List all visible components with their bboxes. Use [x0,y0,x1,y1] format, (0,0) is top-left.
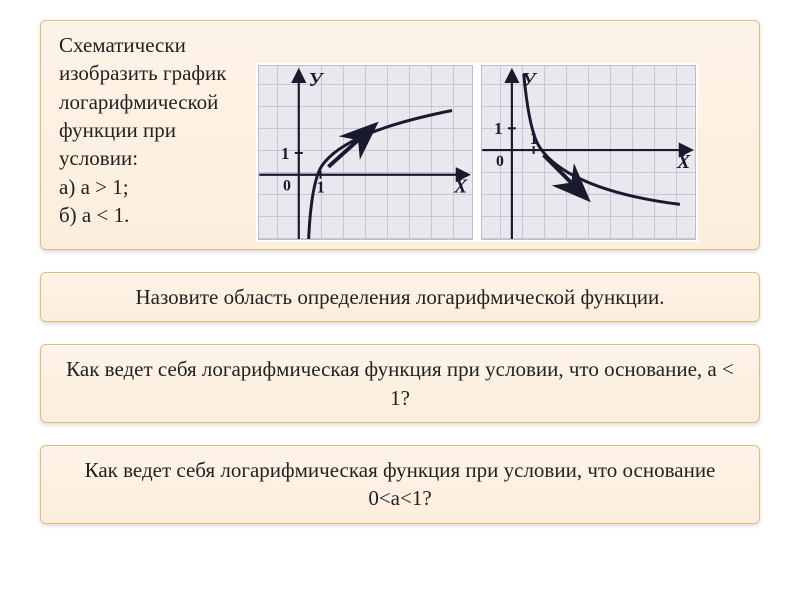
y-label: У [309,69,325,91]
question-1-card: Назовите область определения логарифмиче… [40,272,760,322]
question-3-text: Как ведет себя логарифмическая функция п… [85,458,716,510]
direction-arrow-icon [544,155,572,183]
x-label: Х [676,151,691,173]
origin-label: 0 [496,153,504,170]
log-curve-decreasing [524,74,680,204]
graph-b-svg: У Х 1 1 0 [482,66,695,239]
question-3-card: Как ведет себя логарифмическая функция п… [40,445,760,524]
task-text: Схематически изобразить график логарифми… [59,31,249,229]
question-1-text: Назовите область определения логарифмиче… [136,285,665,309]
question-2-text: Как ведет себя логарифмическая функция п… [66,357,734,409]
question-2-card: Как ведет себя логарифмическая функция п… [40,344,760,423]
tick-1y: 1 [494,119,502,138]
task-intro: Схематически изобразить график логарифми… [59,31,249,173]
graph-a-svg: У Х 1 1 0 [259,66,472,239]
tick-1x: 1 [317,178,325,197]
task-card: Схематически изобразить график логарифми… [40,20,760,250]
graphs-container: У Х 1 1 0 [256,63,698,242]
graph-b-decreasing: У Х 1 1 0 [481,65,696,240]
x-label: Х [453,176,468,198]
task-item-b: б) a < 1. [59,201,249,229]
tick-1y: 1 [281,144,289,163]
task-item-a: а) a > 1; [59,173,249,201]
origin-label: 0 [283,178,291,195]
graph-a-increasing: У Х 1 1 0 [258,65,473,240]
